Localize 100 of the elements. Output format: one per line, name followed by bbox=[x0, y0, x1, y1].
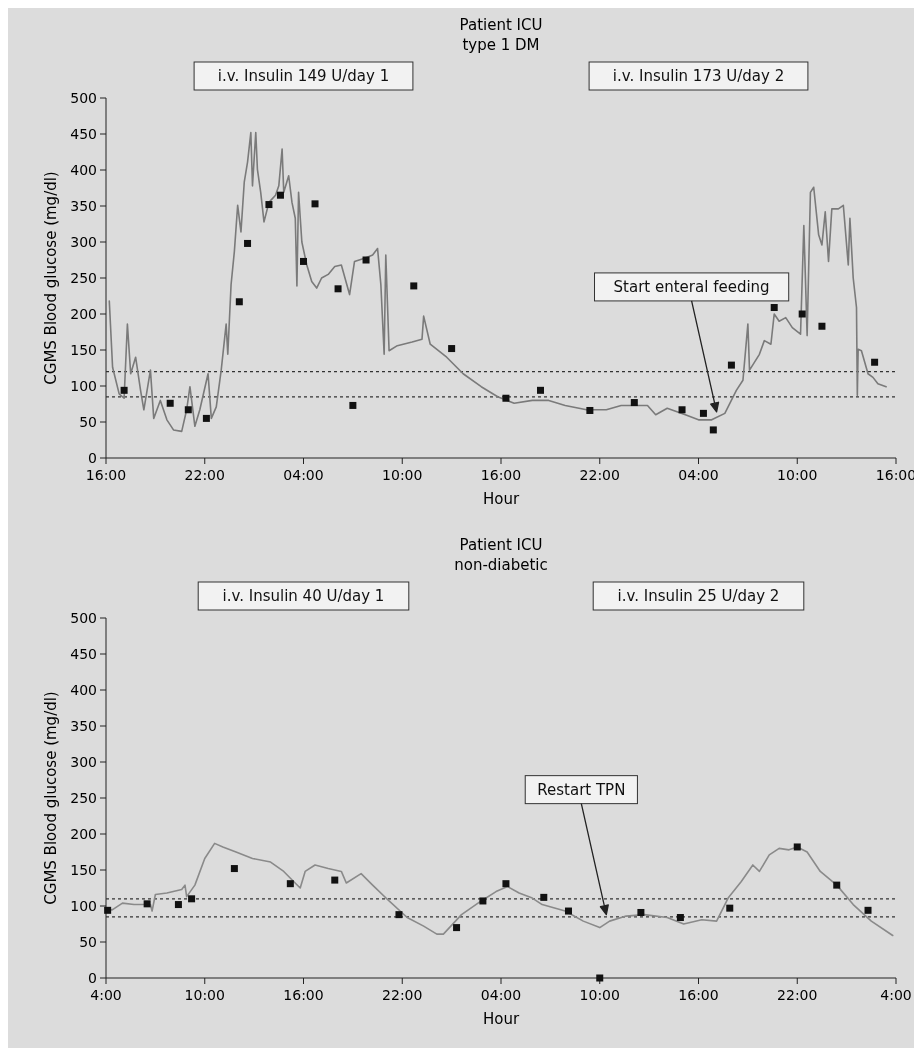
y-tick-label: 100 bbox=[70, 378, 97, 394]
y-tick-label: 250 bbox=[70, 270, 97, 286]
point bbox=[448, 345, 456, 353]
point bbox=[871, 358, 879, 366]
y-tick-label: 400 bbox=[70, 162, 97, 178]
point bbox=[286, 880, 294, 888]
x-tick-label: 22:00 bbox=[777, 987, 818, 1003]
point bbox=[540, 893, 548, 901]
point bbox=[331, 876, 339, 884]
y-tick-label: 450 bbox=[70, 126, 97, 142]
chart-subtitle: type 1 DM bbox=[462, 36, 540, 54]
point bbox=[637, 908, 645, 916]
point bbox=[833, 881, 841, 889]
point bbox=[537, 386, 544, 394]
y-tick-label: 200 bbox=[70, 826, 97, 842]
x-tick-label: 04:00 bbox=[480, 987, 522, 1003]
point bbox=[300, 257, 307, 265]
point bbox=[699, 409, 707, 417]
x-tick-label: 22:00 bbox=[579, 467, 620, 483]
point bbox=[479, 897, 487, 905]
chart-title: Patient ICU bbox=[459, 536, 543, 554]
point bbox=[143, 900, 151, 908]
x-tick-label: 16:00 bbox=[678, 987, 719, 1003]
x-tick-label: 4:00 bbox=[880, 987, 912, 1003]
point bbox=[726, 904, 734, 912]
y-tick-label: 50 bbox=[79, 414, 97, 430]
point bbox=[395, 911, 403, 919]
annotation: Start enteral feeding bbox=[613, 277, 770, 296]
y-tick-label: 100 bbox=[70, 898, 97, 914]
y-tick-label: 150 bbox=[70, 862, 97, 878]
y-axis-title: CGMS Blood glucose (mg/dl) bbox=[42, 691, 60, 905]
x-tick-label: 04:00 bbox=[283, 467, 324, 483]
point bbox=[104, 906, 112, 914]
point bbox=[276, 191, 284, 199]
point bbox=[709, 426, 717, 434]
x-tick-label: 04:00 bbox=[678, 467, 719, 483]
point bbox=[727, 361, 735, 369]
point bbox=[453, 924, 461, 932]
x-tick-label: 4:00 bbox=[90, 987, 122, 1003]
point bbox=[864, 906, 872, 914]
chart-title: Patient ICU bbox=[459, 16, 543, 34]
x-tick-label: 10:00 bbox=[184, 987, 225, 1003]
point bbox=[678, 406, 686, 414]
y-tick-label: 350 bbox=[70, 718, 97, 734]
point bbox=[235, 298, 243, 306]
y-tick-label: 400 bbox=[70, 682, 97, 698]
point bbox=[334, 285, 342, 293]
x-tick-label: 22:00 bbox=[382, 987, 423, 1003]
text: i.v. Insulin 173 U/day 2 bbox=[612, 67, 785, 85]
chart-subtitle: non-diabetic bbox=[454, 556, 548, 574]
x-tick-label: 22:00 bbox=[184, 467, 225, 483]
point bbox=[630, 399, 638, 407]
annotation: Restart TPN bbox=[537, 780, 626, 799]
point bbox=[120, 386, 128, 394]
point bbox=[311, 200, 319, 208]
text: i.v. Insulin 149 U/day 1 bbox=[217, 67, 390, 85]
point bbox=[410, 282, 418, 290]
y-tick-label: 200 bbox=[70, 306, 97, 322]
point bbox=[202, 414, 210, 422]
point bbox=[244, 239, 252, 247]
line-series bbox=[108, 131, 887, 433]
text: i.v. Insulin 40 U/day 1 bbox=[222, 587, 385, 605]
point bbox=[586, 406, 594, 414]
x-tick-label: 10:00 bbox=[382, 467, 423, 483]
x-tick-label: 16:00 bbox=[480, 467, 522, 483]
y-axis-title: CGMS Blood glucose (mg/dl) bbox=[42, 171, 60, 385]
point bbox=[818, 322, 826, 330]
x-tick-label: 16:00 bbox=[85, 467, 127, 483]
x-tick-label: 10:00 bbox=[579, 987, 620, 1003]
y-tick-label: 350 bbox=[70, 198, 97, 214]
y-tick-label: 250 bbox=[70, 790, 97, 806]
point bbox=[793, 843, 801, 851]
y-tick-label: 300 bbox=[70, 234, 97, 250]
x-tick-label: 10:00 bbox=[777, 467, 818, 483]
y-tick-label: 150 bbox=[70, 342, 97, 358]
point bbox=[362, 256, 370, 264]
y-tick-label: 0 bbox=[88, 450, 97, 466]
point bbox=[349, 401, 357, 409]
x-axis-title: Hour bbox=[482, 1010, 520, 1028]
y-tick-label: 50 bbox=[79, 934, 97, 950]
point bbox=[184, 406, 192, 414]
point bbox=[676, 914, 684, 922]
text: i.v. Insulin 25 U/day 2 bbox=[617, 587, 780, 605]
y-tick-label: 450 bbox=[70, 646, 97, 662]
point bbox=[230, 865, 238, 873]
point bbox=[502, 880, 510, 888]
point bbox=[174, 901, 182, 909]
point bbox=[770, 304, 778, 312]
y-tick-label: 500 bbox=[70, 610, 97, 626]
point bbox=[265, 201, 273, 209]
y-tick-label: 0 bbox=[88, 970, 97, 986]
y-tick-label: 300 bbox=[70, 754, 97, 770]
point bbox=[798, 310, 806, 318]
point bbox=[188, 895, 196, 903]
point bbox=[166, 399, 174, 407]
point bbox=[502, 394, 510, 402]
point bbox=[564, 907, 572, 915]
y-tick-label: 500 bbox=[70, 90, 97, 106]
x-tick-label: 16:00 bbox=[283, 987, 324, 1003]
x-axis-title: Hour bbox=[482, 490, 520, 508]
